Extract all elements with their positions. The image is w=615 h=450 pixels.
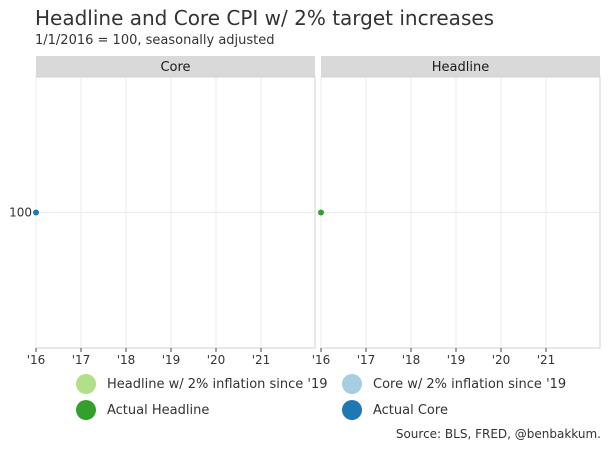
legend-label-headline-target: Headline w/ 2% inflation since '19 bbox=[107, 376, 328, 392]
source-caption: Source: BLS, FRED, @benbakkum. bbox=[395, 427, 601, 441]
facet-strip-label-headline: Headline bbox=[432, 60, 489, 75]
x-tick-label-core-3: '19 bbox=[162, 353, 181, 367]
legend-item-actual-core: Actual Core bbox=[342, 400, 448, 420]
facet-strip-headline bbox=[321, 56, 600, 77]
chart-title: Headline and Core CPI w/ 2% target incre… bbox=[35, 6, 495, 30]
legend-swatch-actual-core bbox=[342, 400, 362, 420]
data-point-core-actual-core-0 bbox=[33, 209, 39, 216]
x-tick-label-core-1: '17 bbox=[72, 353, 91, 367]
legend-item-headline-target: Headline w/ 2% inflation since '19 bbox=[76, 374, 328, 394]
legend-label-core-target: Core w/ 2% inflation since '19 bbox=[373, 376, 567, 392]
legend-item-core-target: Core w/ 2% inflation since '19 bbox=[342, 374, 566, 394]
x-tick-label-core-2: '18 bbox=[117, 353, 136, 367]
legend-label-actual-core: Actual Core bbox=[373, 402, 448, 418]
x-tick-label-headline-2: '18 bbox=[402, 353, 421, 367]
legend-swatch-actual-headline bbox=[76, 400, 96, 420]
x-tick-label-core-5: '21 bbox=[252, 353, 271, 367]
x-tick-label-headline-3: '19 bbox=[447, 353, 466, 367]
x-tick-label-headline-1: '17 bbox=[357, 353, 376, 367]
facet-strip-core bbox=[36, 56, 315, 77]
x-tick-label-core-0: '16 bbox=[27, 353, 46, 367]
x-tick-label-core-4: '20 bbox=[207, 353, 226, 367]
y-tick-label-0: 100 bbox=[9, 206, 32, 220]
facet-strip-label-core: Core bbox=[160, 60, 190, 75]
x-tick-label-headline-0: '16 bbox=[312, 353, 331, 367]
legend-swatch-core-target bbox=[342, 374, 362, 394]
x-tick-label-headline-5: '21 bbox=[537, 353, 556, 367]
legend-swatch-headline-target bbox=[76, 374, 96, 394]
x-tick-label-headline-4: '20 bbox=[492, 353, 511, 367]
legend-item-actual-headline: Actual Headline bbox=[76, 400, 209, 420]
data-point-headline-actual-headline-0 bbox=[318, 209, 324, 216]
legend-label-actual-headline: Actual Headline bbox=[107, 402, 210, 418]
chart-subtitle: 1/1/2016 = 100, seasonally adjusted bbox=[35, 33, 275, 48]
